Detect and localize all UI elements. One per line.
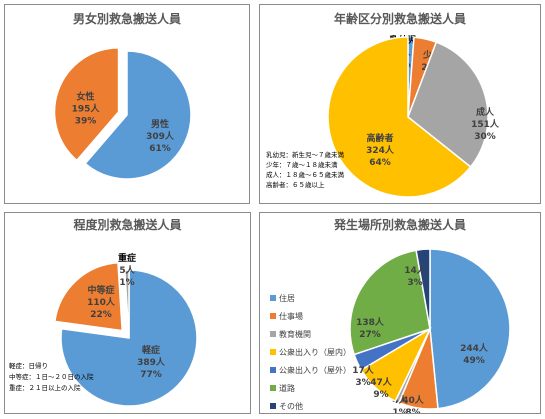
gender-chart-panel: 男女別救急搬送人員男性 309人 61% 女性 195人 39% bbox=[4, 4, 250, 204]
slice-count-label-6: 14人 bbox=[404, 264, 427, 276]
slice-pct-label-2: 30% bbox=[474, 132, 496, 142]
chart-note-2: 成人：１８歳～６５歳未満 bbox=[266, 170, 345, 179]
chart-note-1: 中等症：１日～２０日の入院 bbox=[9, 372, 94, 381]
slice-pct-label-0: 61% bbox=[149, 144, 171, 154]
legend-label-2: 教育機関 bbox=[279, 329, 311, 339]
chart-note-2: 重症：２１日以上の入院 bbox=[9, 383, 81, 392]
slice-name-label-1: 中等症 bbox=[87, 284, 114, 296]
slice-pct-label-3: 64% bbox=[369, 158, 391, 168]
slice-name-label-2: 成人 bbox=[476, 106, 495, 118]
location-chart-panel: 発生場所別救急搬送人員 244人 49% 40人 8% 4人 1% 47人 9% 17人 3% 138… bbox=[259, 212, 541, 418]
legend-swatch-2 bbox=[270, 331, 276, 337]
pie-slice-6 bbox=[415, 248, 431, 330]
chart-title: 男女別救急搬送人員 bbox=[73, 11, 181, 26]
pie-slice-2 bbox=[407, 41, 489, 168]
chart-title: 程度別救急搬送人員 bbox=[73, 217, 181, 232]
legend-swatch-4 bbox=[270, 367, 276, 373]
legend-swatch-0 bbox=[270, 295, 276, 301]
slice-pct-label-1: 22% bbox=[90, 310, 112, 320]
slice-name-label-0: 男性 bbox=[151, 118, 169, 130]
slice-pct-label-1: 39% bbox=[75, 117, 97, 127]
pie-slice-1 bbox=[53, 47, 120, 162]
slice-count-label-1: 110人 bbox=[87, 296, 116, 308]
legend-label-1: 仕事場 bbox=[279, 311, 303, 321]
slice-pct-label-1: 8% bbox=[405, 408, 420, 413]
slice-pct-label-2: 1% bbox=[119, 278, 134, 288]
chart-title: 年齢区分別救急搬送人員 bbox=[334, 11, 466, 26]
slice-pct-label-0: 77% bbox=[140, 370, 162, 380]
slice-count-label-3: 47人 bbox=[370, 376, 393, 388]
slice-count-label-1: 40人 bbox=[402, 394, 425, 406]
slice-count-label-1: 195人 bbox=[72, 103, 101, 115]
pie-slice-3 bbox=[327, 36, 472, 198]
slice-name-label-2: 重症 bbox=[118, 252, 136, 264]
chart-note-0: 軽症：日帰り bbox=[9, 361, 48, 370]
slice-pct-label-5: 27% bbox=[359, 330, 381, 340]
severity-chart-panel: 程度別救急搬送人員軽症 389人 77% 中等症 110人 22% 重症 5人 1% 軽症：日帰り… bbox=[4, 212, 251, 414]
pie-slice-5 bbox=[349, 249, 431, 356]
slice-count-label-5: 138人 bbox=[356, 316, 385, 328]
legend-swatch-3 bbox=[270, 349, 276, 355]
slice-name-label-3: 高齢者 bbox=[366, 132, 393, 144]
slice-name-label-1: 女性 bbox=[77, 91, 95, 103]
slice-count-label-2: 151人 bbox=[471, 118, 500, 130]
slice-pct-label-4: 3% bbox=[355, 378, 370, 388]
chart-note-1: 少年：７歳～１８歳未満 bbox=[266, 160, 338, 169]
slice-pct-label-2: 1% bbox=[392, 408, 407, 413]
slice-name-label-0: 軽症 bbox=[142, 344, 160, 356]
legend-swatch-1 bbox=[270, 313, 276, 319]
legend-label-3: 公衆出入り（屋内） bbox=[279, 347, 351, 357]
legend-swatch-6 bbox=[270, 403, 276, 409]
chart-note-3: 高齢者：６５歳以上 bbox=[266, 180, 325, 189]
slice-count-label-0: 309人 bbox=[146, 130, 175, 142]
slice-pct-label-3: 9% bbox=[373, 390, 388, 400]
pie-slice-0 bbox=[84, 50, 192, 180]
legend-swatch-5 bbox=[270, 385, 276, 391]
pie-slice-0 bbox=[429, 248, 511, 410]
slice-count-label-4: 17人 bbox=[352, 364, 375, 376]
slice-pct-label-6: 3% bbox=[407, 278, 422, 288]
slice-count-label-2: 5人 bbox=[119, 264, 135, 276]
slice-count-label-3: 324人 bbox=[366, 144, 395, 156]
legend-label-5: 道路 bbox=[279, 383, 295, 393]
legend-label-0: 住居 bbox=[279, 293, 295, 303]
legend-label-6: その他 bbox=[279, 401, 303, 411]
pie-slice-2 bbox=[123, 269, 130, 339]
chart-note-0: 乳幼児：新生児～７歳未満 bbox=[266, 150, 345, 159]
slice-count-label-0: 244人 bbox=[460, 342, 489, 354]
chart-title: 発生場所別救急搬送人員 bbox=[333, 217, 466, 232]
age-pie-chart: 年齢区分別救急搬送人員乳幼児6人1%少年23人5%成人151人30%高齢者324… bbox=[266, 11, 500, 198]
age-chart-panel: 年齢区分別救急搬送人員乳幼児6人1%少年23人5%成人151人30%高齢者324… bbox=[259, 4, 541, 204]
slice-pct-label-0: 49% bbox=[463, 356, 485, 366]
slice-count-label-0: 389人 bbox=[137, 356, 166, 368]
location-pie-chart: 発生場所別救急搬送人員244人49%40人8%4人1%47人9%17人3%138… bbox=[270, 217, 511, 418]
legend-label-4: 公衆出入り（屋外） bbox=[279, 365, 351, 375]
pie-slice-1 bbox=[53, 262, 124, 332]
